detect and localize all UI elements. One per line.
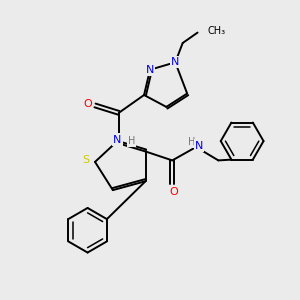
Text: S: S [82, 155, 90, 165]
Text: H: H [128, 136, 135, 146]
Text: N: N [171, 57, 179, 67]
Text: CH₃: CH₃ [208, 26, 226, 36]
Text: N: N [113, 135, 122, 145]
Text: O: O [83, 99, 92, 109]
Text: N: N [146, 65, 154, 75]
Text: O: O [169, 187, 178, 196]
Text: H: H [188, 137, 195, 147]
Text: N: N [195, 140, 203, 151]
